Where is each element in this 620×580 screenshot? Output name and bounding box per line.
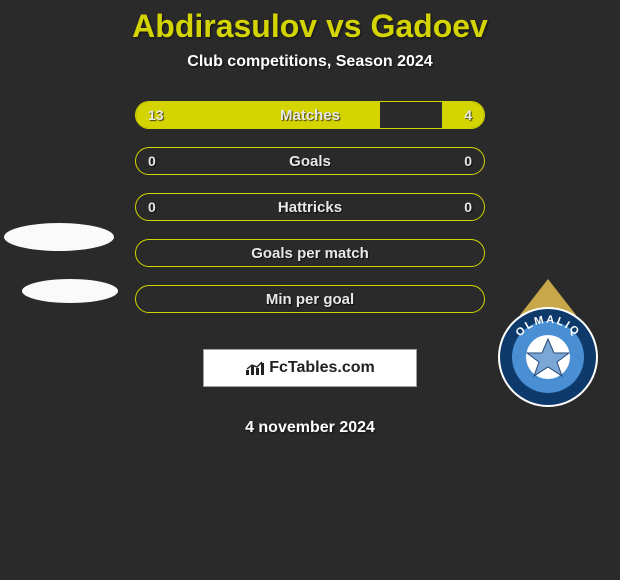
stat-label: Matches bbox=[280, 107, 340, 124]
value-right: 0 bbox=[464, 199, 472, 215]
page-subtitle: Club competitions, Season 2024 bbox=[187, 53, 432, 71]
bar-left bbox=[136, 102, 380, 128]
stat-label: Goals bbox=[289, 153, 331, 170]
comparison-chart: OLMALIQ 13 Matches 4 0 Goals 0 0 Hattric… bbox=[0, 101, 620, 437]
stat-label: Goals per match bbox=[251, 245, 369, 262]
value-right: 0 bbox=[464, 153, 472, 169]
player-right-club-badge: OLMALIQ bbox=[496, 279, 600, 409]
player-left-photo-placeholder bbox=[4, 223, 114, 251]
stat-row-goals: 0 Goals 0 bbox=[135, 147, 485, 175]
chart-icon bbox=[245, 360, 265, 376]
bar-right bbox=[442, 102, 484, 128]
value-left: 0 bbox=[148, 153, 156, 169]
stat-row-min-per-goal: Min per goal bbox=[135, 285, 485, 313]
value-left: 13 bbox=[148, 107, 164, 123]
value-right: 4 bbox=[464, 107, 472, 123]
date-label: 4 november 2024 bbox=[245, 419, 375, 437]
stat-label: Hattricks bbox=[278, 199, 342, 216]
value-left: 0 bbox=[148, 199, 156, 215]
player-left-club-placeholder bbox=[22, 279, 118, 303]
stat-row-matches: 13 Matches 4 bbox=[135, 101, 485, 129]
watermark: FcTables.com bbox=[203, 349, 417, 387]
stat-row-hattricks: 0 Hattricks 0 bbox=[135, 193, 485, 221]
page-title: Abdirasulov vs Gadoev bbox=[132, 8, 488, 45]
stat-label: Min per goal bbox=[266, 291, 354, 308]
comparison-card: Abdirasulov vs Gadoev Club competitions,… bbox=[0, 0, 620, 437]
watermark-text: FcTables.com bbox=[269, 359, 375, 377]
stat-row-goals-per-match: Goals per match bbox=[135, 239, 485, 267]
